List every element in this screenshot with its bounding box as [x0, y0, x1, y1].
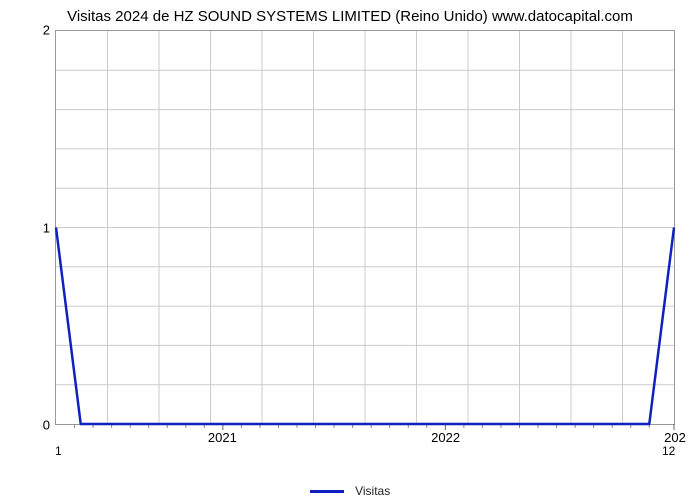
legend-label: Visitas — [355, 484, 390, 498]
x-tick-label: 2021 — [208, 430, 237, 445]
chart-title: Visitas 2024 de HZ SOUND SYSTEMS LIMITED… — [0, 8, 700, 25]
y-tick-label: 2 — [10, 23, 50, 38]
x-tick-label: 202 — [664, 430, 686, 445]
y-tick-label: 0 — [10, 418, 50, 433]
plot-area — [55, 30, 675, 425]
x-right-edge-label: 12 — [662, 444, 675, 458]
x-left-edge-label: 1 — [55, 444, 62, 458]
y-tick-label: 1 — [10, 220, 50, 235]
legend-swatch — [310, 490, 344, 493]
chart-legend: Visitas — [0, 483, 700, 498]
x-tick-label: 2022 — [431, 430, 460, 445]
